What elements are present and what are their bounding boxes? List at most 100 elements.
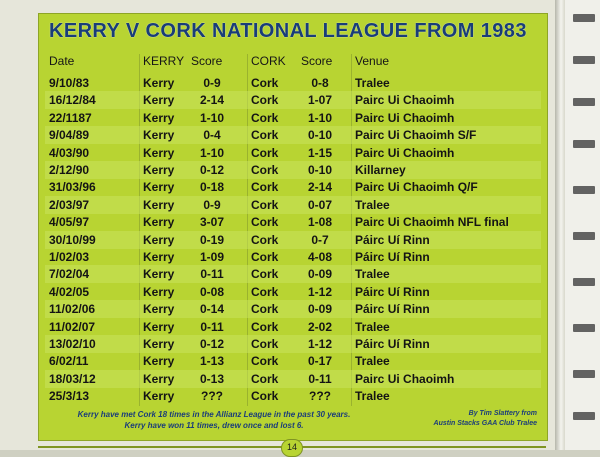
cell-kerry: Kerry — [143, 250, 175, 264]
adjacent-text-fragment — [573, 14, 595, 22]
table-row: 31/03/96 Kerry 0-18 Cork 2-14 Pairc Ui Chaoim… — [45, 178, 541, 196]
cell-venue: Pairc Ui Chaoimh — [355, 145, 455, 160]
cell-kerry: Kerry — [143, 371, 175, 386]
cell-cork-score: 2-02 — [307, 319, 333, 334]
cell-cork-score: 0-09 — [307, 302, 333, 317]
cell-kerry: Kerry — [143, 389, 175, 404]
cell-venue: Killarney — [355, 163, 406, 177]
cell-cork-score: 1-12 — [307, 284, 333, 299]
column-divider — [351, 54, 352, 406]
table-row: 4/02/05 Kerry 0-08 Cork 1-12 Páirc Uí Rinn — [45, 283, 541, 301]
table-row: 16/12/84 Kerry 2-14 Cork 1-07 Pairc Ui Chaoim… — [45, 91, 541, 110]
cell-cork: Cork — [251, 215, 279, 230]
cell-kerry: Kerry — [143, 337, 175, 351]
table-row: 18/03/12 Kerry 0-13 Cork 0-11 Pairc Ui Chaoim… — [45, 369, 541, 388]
cell-cork: Cork — [251, 250, 279, 264]
cell-kerry-score: 0-08 — [199, 284, 225, 299]
cell-cork: Cork — [251, 128, 279, 143]
cell-date: 9/10/83 — [49, 76, 90, 90]
row-stripe — [45, 335, 541, 353]
cell-date: 30/10/99 — [49, 232, 96, 247]
header-cork-score: Score — [301, 54, 333, 68]
adjacent-page-edge — [565, 0, 600, 450]
cell-cork-score: ??? — [309, 389, 331, 404]
cell-cork-score: 0-8 — [311, 76, 329, 90]
cell-kerry: Kerry — [143, 93, 175, 108]
adjacent-text-fragment — [573, 56, 595, 64]
cell-kerry-score: 0-18 — [199, 180, 225, 195]
cell-venue: Pairc Ui Chaoimh — [355, 93, 455, 108]
row-stripe — [45, 230, 541, 249]
cell-kerry-score: 0-13 — [199, 371, 225, 386]
cell-venue: Tralee — [355, 389, 390, 404]
cell-kerry: Kerry — [143, 232, 175, 247]
cell-cork: Cork — [251, 110, 279, 125]
row-stripe — [45, 126, 541, 145]
cell-kerry-score: 0-11 — [200, 319, 224, 334]
table-row: 2/12/90 Kerry 0-12 Cork 0-10 Killarney — [45, 161, 541, 179]
row-stripe — [45, 91, 541, 110]
cell-cork: Cork — [251, 302, 279, 317]
cell-kerry-score: 3-07 — [199, 215, 225, 230]
cell-kerry-score: 1-10 — [199, 145, 225, 160]
cell-cork-score: 0-7 — [311, 232, 329, 247]
cell-kerry: Kerry — [143, 302, 175, 317]
cell-venue: Páirc Uí Rinn — [355, 232, 430, 247]
cell-cork: Cork — [251, 232, 279, 247]
cell-cork: Cork — [251, 319, 279, 334]
cell-kerry: Kerry — [143, 76, 175, 90]
cell-venue: Tralee — [355, 319, 390, 334]
cell-kerry-score: 0-12 — [199, 337, 225, 351]
cell-cork-score: 0-17 — [307, 354, 333, 369]
results-panel: KERRY V CORK NATIONAL LEAGUE FROM 1983 D… — [38, 13, 548, 441]
cell-kerry-score: 0-9 — [203, 197, 221, 212]
cell-kerry-score: 2-14 — [199, 93, 225, 108]
cell-kerry-score: 0-9 — [203, 76, 221, 90]
cell-kerry: Kerry — [143, 145, 175, 160]
cell-cork-score: 0-09 — [307, 267, 333, 282]
cell-venue: Tralee — [355, 354, 390, 369]
cell-kerry-score: 0-11 — [200, 267, 224, 282]
credit-line-1: By Tim Slattery from — [468, 410, 537, 417]
cell-venue: Páirc Uí Rinn — [355, 302, 430, 317]
adjacent-text-fragment — [573, 370, 595, 378]
row-stripe — [45, 265, 541, 284]
cell-cork-score: 1-12 — [307, 337, 333, 351]
table-header: Date KERRY Score CORK Score Venue — [39, 54, 547, 72]
author-credit: By Tim Slattery from Austin Stacks GAA C… — [397, 409, 537, 429]
cell-cork: Cork — [251, 337, 279, 351]
cell-date: 1/02/03 — [49, 250, 90, 264]
adjacent-text-fragment — [573, 232, 595, 240]
cell-date: 2/12/90 — [49, 163, 90, 177]
table-row: 25/3/13 Kerry??? Cork??? Tralee — [45, 387, 541, 405]
cell-kerry: Kerry — [143, 319, 175, 334]
cell-cork-score: 1-10 — [307, 110, 333, 125]
cell-cork: Cork — [251, 354, 279, 369]
cell-kerry-score: 1-13 — [199, 354, 225, 369]
table-row: 2/03/97 Kerry 0-9 Cork 0-07 Tralee — [45, 195, 541, 214]
adjacent-text-fragment — [573, 98, 595, 106]
cell-cork-score: 0-10 — [307, 163, 333, 177]
cell-cork: Cork — [251, 389, 279, 404]
cell-kerry: Kerry — [143, 163, 175, 177]
cell-kerry-score: 0-14 — [199, 302, 225, 317]
header-venue: Venue — [355, 54, 390, 68]
cell-cork: Cork — [251, 145, 279, 160]
cell-kerry: Kerry — [143, 215, 175, 230]
cell-date: 11/02/07 — [49, 319, 96, 334]
table-row: 11/02/07 Kerry 0-11 Cork 2-02 Tralee — [45, 318, 541, 336]
table-row: 30/10/99 Kerry 0-19 Cork 0-7 Páirc Uí Rinn — [45, 230, 541, 249]
cell-cork: Cork — [251, 197, 279, 212]
page-binding — [555, 0, 565, 450]
table-row: 9/10/83 Kerry 0-9 Cork 0-8 Tralee — [45, 74, 541, 92]
cell-date: 4/05/97 — [49, 215, 90, 230]
table-row: 4/03/90 Kerry 1-10 Cork 1-15 Pairc Ui Chaoimh — [45, 144, 541, 162]
adjacent-text-fragment — [573, 140, 595, 148]
table-row: 7/02/04 Kerry 0-11 Cork 0-09 Tralee — [45, 265, 541, 284]
column-divider — [247, 54, 248, 406]
cell-date: 6/02/11 — [49, 354, 89, 369]
cell-kerry: Kerry — [143, 197, 175, 212]
cell-kerry: Kerry — [143, 128, 175, 143]
cell-cork: Cork — [251, 284, 279, 299]
cell-venue: Tralee — [355, 76, 390, 90]
